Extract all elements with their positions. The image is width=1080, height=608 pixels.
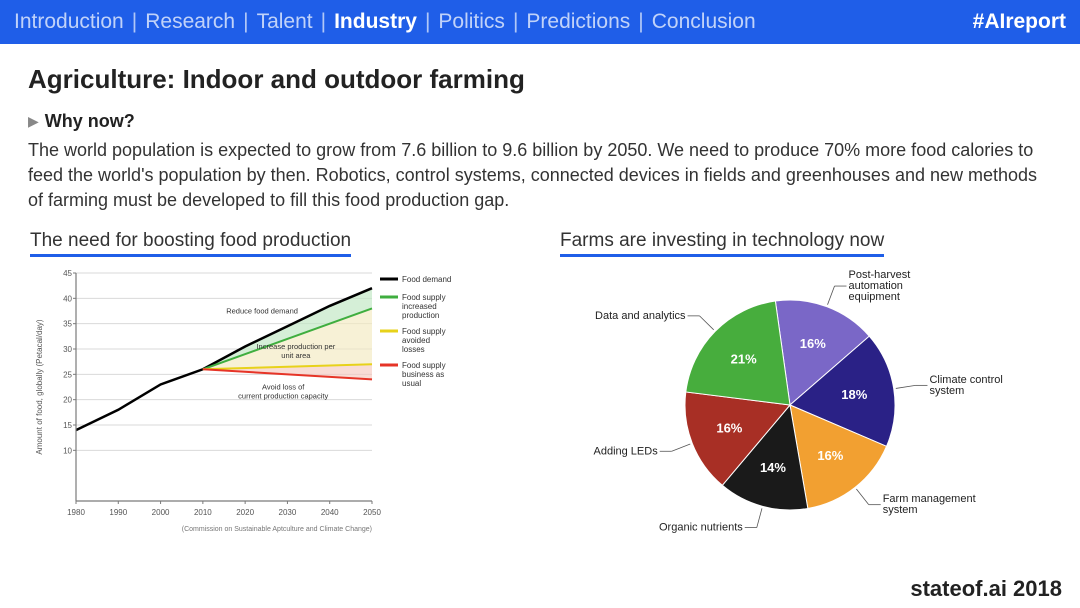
nav-item-predictions[interactable]: Predictions	[526, 10, 630, 34]
slide-content: Agriculture: Indoor and outdoor farming …	[0, 44, 1080, 545]
svg-text:business as: business as	[402, 370, 444, 379]
svg-text:Food supply: Food supply	[402, 327, 446, 336]
svg-text:30: 30	[63, 345, 72, 354]
nav-sep: |	[417, 10, 438, 34]
svg-text:Adding LEDs: Adding LEDs	[594, 446, 659, 458]
svg-text:Food supply: Food supply	[402, 361, 446, 370]
nav-item-industry[interactable]: Industry	[334, 10, 417, 34]
chevron-right-icon: ▶	[28, 113, 39, 130]
svg-text:(Commission on Sustainable Apt: (Commission on Sustainable Aptculture an…	[182, 526, 372, 533]
svg-text:Food supply: Food supply	[402, 293, 446, 302]
top-nav: Introduction|Research|Talent|Industry|Po…	[0, 0, 1080, 44]
svg-text:16%: 16%	[716, 421, 742, 436]
body-text: The world population is expected to grow…	[28, 138, 1048, 212]
line-chart-col: The need for boosting food production 10…	[30, 230, 520, 545]
line-chart: 10 15 20 25 30 35 40 45 1980 1990 2000 2010 2020 2030…	[30, 265, 490, 535]
svg-text:usual: usual	[402, 379, 421, 388]
svg-text:2050: 2050	[363, 508, 381, 517]
nav-item-research[interactable]: Research	[145, 10, 235, 34]
svg-text:Increase production per: Increase production per	[256, 342, 335, 351]
svg-text:1990: 1990	[109, 508, 127, 517]
svg-text:Amount of food, globally (Peta: Amount of food, globally (Petacal/day)	[35, 320, 44, 456]
svg-text:losses: losses	[402, 345, 425, 354]
pie-chart-svg: 16%Post-harvestautomationequipment18%Cli…	[560, 265, 1040, 545]
svg-text:unit area: unit area	[281, 351, 311, 360]
line-chart-svg: 10 15 20 25 30 35 40 45 1980 1990 2000 2010 2020 2030…	[30, 265, 490, 535]
svg-text:40: 40	[63, 295, 72, 304]
line-chart-heading: The need for boosting food production	[30, 230, 351, 257]
subhead: Why now?	[45, 111, 135, 132]
svg-text:equipment: equipment	[849, 292, 900, 304]
charts-row: The need for boosting food production 10…	[28, 230, 1052, 545]
svg-text:14%: 14%	[760, 460, 786, 475]
nav-sep: |	[235, 10, 256, 34]
svg-text:Reduce food demand: Reduce food demand	[226, 307, 298, 316]
svg-text:45: 45	[63, 269, 72, 278]
nav-sep: |	[630, 10, 651, 34]
footer-brand: stateof.ai 2018	[910, 576, 1062, 602]
svg-text:Avoid loss of: Avoid loss of	[262, 383, 305, 392]
nav-sep: |	[313, 10, 334, 34]
nav-item-conclusion[interactable]: Conclusion	[652, 10, 756, 34]
svg-text:Organic nutrients: Organic nutrients	[659, 522, 743, 534]
hashtag: #AIreport	[973, 10, 1066, 34]
svg-text:system: system	[883, 505, 918, 517]
svg-text:2030: 2030	[279, 508, 297, 517]
nav-item-politics[interactable]: Politics	[438, 10, 505, 34]
pie-chart-heading: Farms are investing in technology now	[560, 230, 884, 257]
svg-text:increased: increased	[402, 302, 437, 311]
pie-chart: 16%Post-harvestautomationequipment18%Cli…	[560, 265, 1040, 545]
subhead-row: ▶ Why now?	[28, 111, 1052, 132]
nav-item-introduction[interactable]: Introduction	[14, 10, 124, 34]
svg-text:2020: 2020	[236, 508, 254, 517]
svg-text:25: 25	[63, 371, 72, 380]
svg-text:18%: 18%	[841, 387, 867, 402]
nav-item-talent[interactable]: Talent	[257, 10, 313, 34]
svg-text:current production capacity: current production capacity	[238, 392, 328, 401]
nav-sep: |	[124, 10, 145, 34]
page-title: Agriculture: Indoor and outdoor farming	[28, 64, 1052, 95]
svg-text:1980: 1980	[67, 508, 85, 517]
nav-sep: |	[505, 10, 526, 34]
svg-text:system: system	[929, 385, 964, 397]
svg-text:2040: 2040	[321, 508, 339, 517]
svg-text:production: production	[402, 311, 439, 320]
svg-text:avoided: avoided	[402, 336, 430, 345]
svg-text:20: 20	[63, 396, 72, 405]
svg-text:2000: 2000	[152, 508, 170, 517]
svg-text:10: 10	[63, 447, 72, 456]
pie-chart-col: Farms are investing in technology now 16…	[560, 230, 1050, 545]
svg-text:35: 35	[63, 320, 72, 329]
svg-text:2010: 2010	[194, 508, 212, 517]
nav-items: Introduction|Research|Talent|Industry|Po…	[14, 10, 756, 34]
svg-text:Data and analytics: Data and analytics	[595, 310, 686, 322]
svg-text:21%: 21%	[731, 352, 757, 367]
svg-text:16%: 16%	[800, 337, 826, 352]
svg-text:15: 15	[63, 421, 72, 430]
svg-text:16%: 16%	[817, 449, 843, 464]
svg-text:Food demand: Food demand	[402, 275, 451, 284]
